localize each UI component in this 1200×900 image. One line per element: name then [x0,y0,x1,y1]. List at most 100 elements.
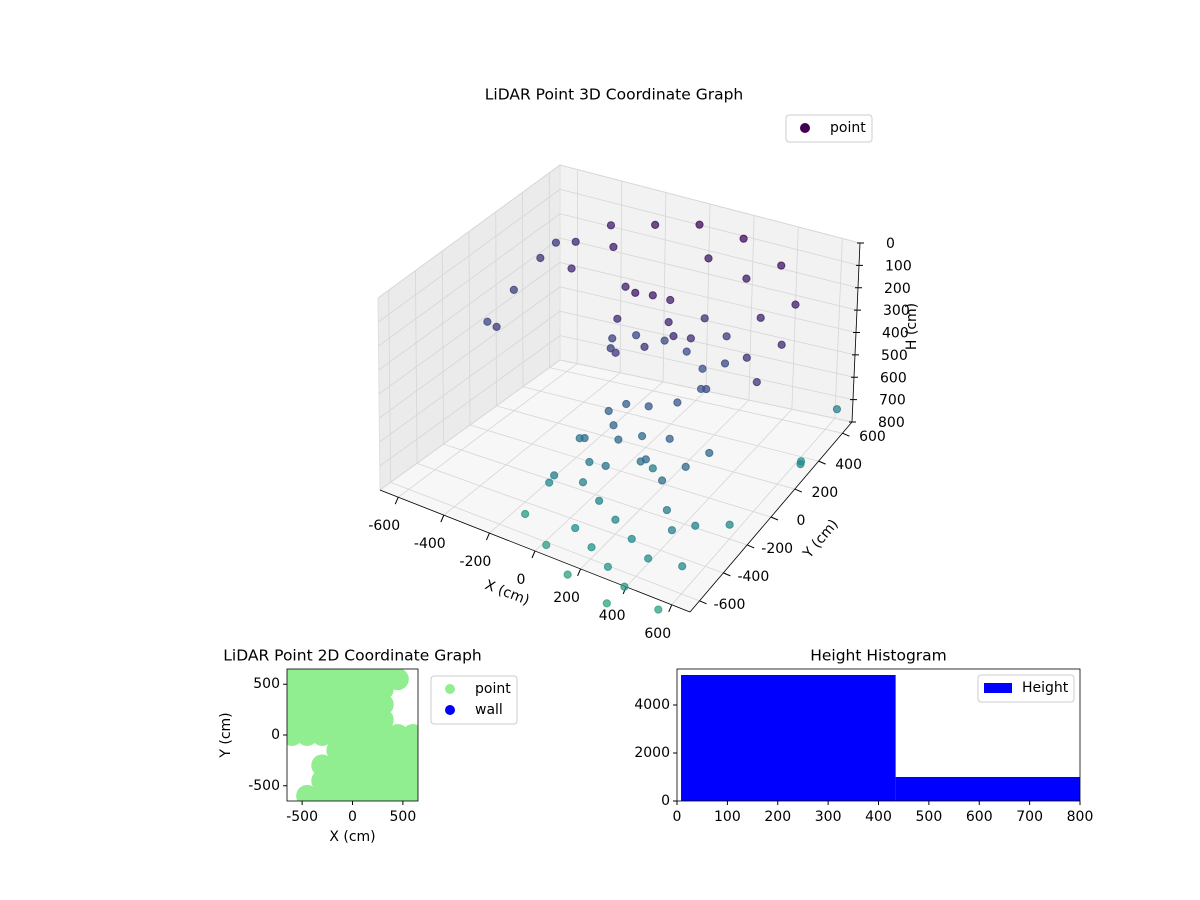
bar [681,675,896,801]
x-tick-label: -500 [286,809,318,825]
data-point [644,554,653,563]
data-point [545,478,554,487]
legend-swatch [984,683,1012,693]
data-point [669,332,678,341]
data-point [401,784,418,801]
x-axis [379,489,691,613]
data-point [296,693,319,716]
x-tick-label: 0 [673,809,682,825]
data-point [386,669,409,691]
data-point [587,543,596,552]
x-tick-label: 300 [815,809,842,825]
data-point [341,708,364,731]
grid-line [377,164,561,299]
grid-line [378,262,561,395]
data-point [386,769,409,792]
grid-line [379,310,561,443]
data-point [756,313,765,322]
y-tick [818,460,826,465]
data-point [657,476,667,485]
data-point [311,693,334,716]
data-point [341,678,364,701]
data-point [356,678,379,701]
z-tick-label: 600 [880,370,907,386]
data-point [660,336,669,345]
data-point [742,353,751,362]
data-point [665,434,674,443]
z-tick-label: 300 [883,303,910,319]
data-point [664,317,673,327]
data-point [386,739,409,762]
data-point [371,708,394,731]
y-tick-label: 200 [811,485,838,501]
legend-frame [977,674,1075,703]
grid-line [559,188,860,266]
data-point [832,405,842,414]
data-point [595,496,604,505]
z-tick-label: 500 [881,348,908,364]
x-axis-label: X (cm) [329,829,375,845]
y-tick-label: -500 [248,778,280,794]
legend-frame [785,114,873,143]
data-point [311,708,334,731]
x-tick-label: 600 [966,809,993,825]
data-point [608,334,617,343]
data-point [521,509,530,519]
data-point [326,678,349,701]
data-point [681,462,690,471]
legend-label: point [475,681,511,697]
y-axis-label: Y (cm) [218,712,234,758]
data-point [371,693,394,716]
x-tick [485,532,490,541]
data-point [678,562,687,571]
legend-marker [800,123,810,133]
data-point [614,435,623,444]
data-point [606,344,615,353]
legend-label: Height [1022,680,1069,696]
x-tick-label: 600 [644,626,671,642]
data-point [632,331,641,340]
data-point [704,254,713,263]
x-tick-label: 500 [916,809,943,825]
data-point [311,678,334,701]
data-point [686,334,695,343]
data-point [356,739,379,762]
data-point [777,261,786,270]
y-tick-label: 0 [661,793,670,809]
z-axis-label: H (cm) [904,303,920,350]
data-point [575,434,584,443]
data-point [698,364,707,373]
chart-title: Height Histogram [810,647,947,665]
y-tick-label: -200 [761,541,793,557]
data-point [641,455,650,464]
data-point [483,317,492,326]
data-point [371,724,394,746]
data-point [542,540,551,550]
data-point [705,448,714,458]
y-tick-label: -400 [737,569,769,585]
data-point [341,724,364,746]
data-point [356,724,379,746]
y-tick [723,572,731,577]
z-tick-label: 100 [885,258,912,274]
y-tick [746,544,755,549]
data-point [720,359,730,368]
grid-line [416,462,724,574]
data-point [620,582,629,591]
data-point [371,754,394,777]
data-point [609,421,618,430]
data-point [536,253,545,263]
x-tick-label: 800 [1067,809,1094,825]
grid-line [379,335,561,467]
x-tick-label: 500 [390,809,417,825]
data-point [695,220,704,229]
data-point [601,461,610,471]
data-point [296,724,319,746]
data-point [571,237,580,246]
data-point [326,708,349,731]
data-point [611,515,620,524]
y-tick-label: 4000 [634,697,670,713]
y-tick [842,432,850,437]
x-tick [440,514,445,523]
